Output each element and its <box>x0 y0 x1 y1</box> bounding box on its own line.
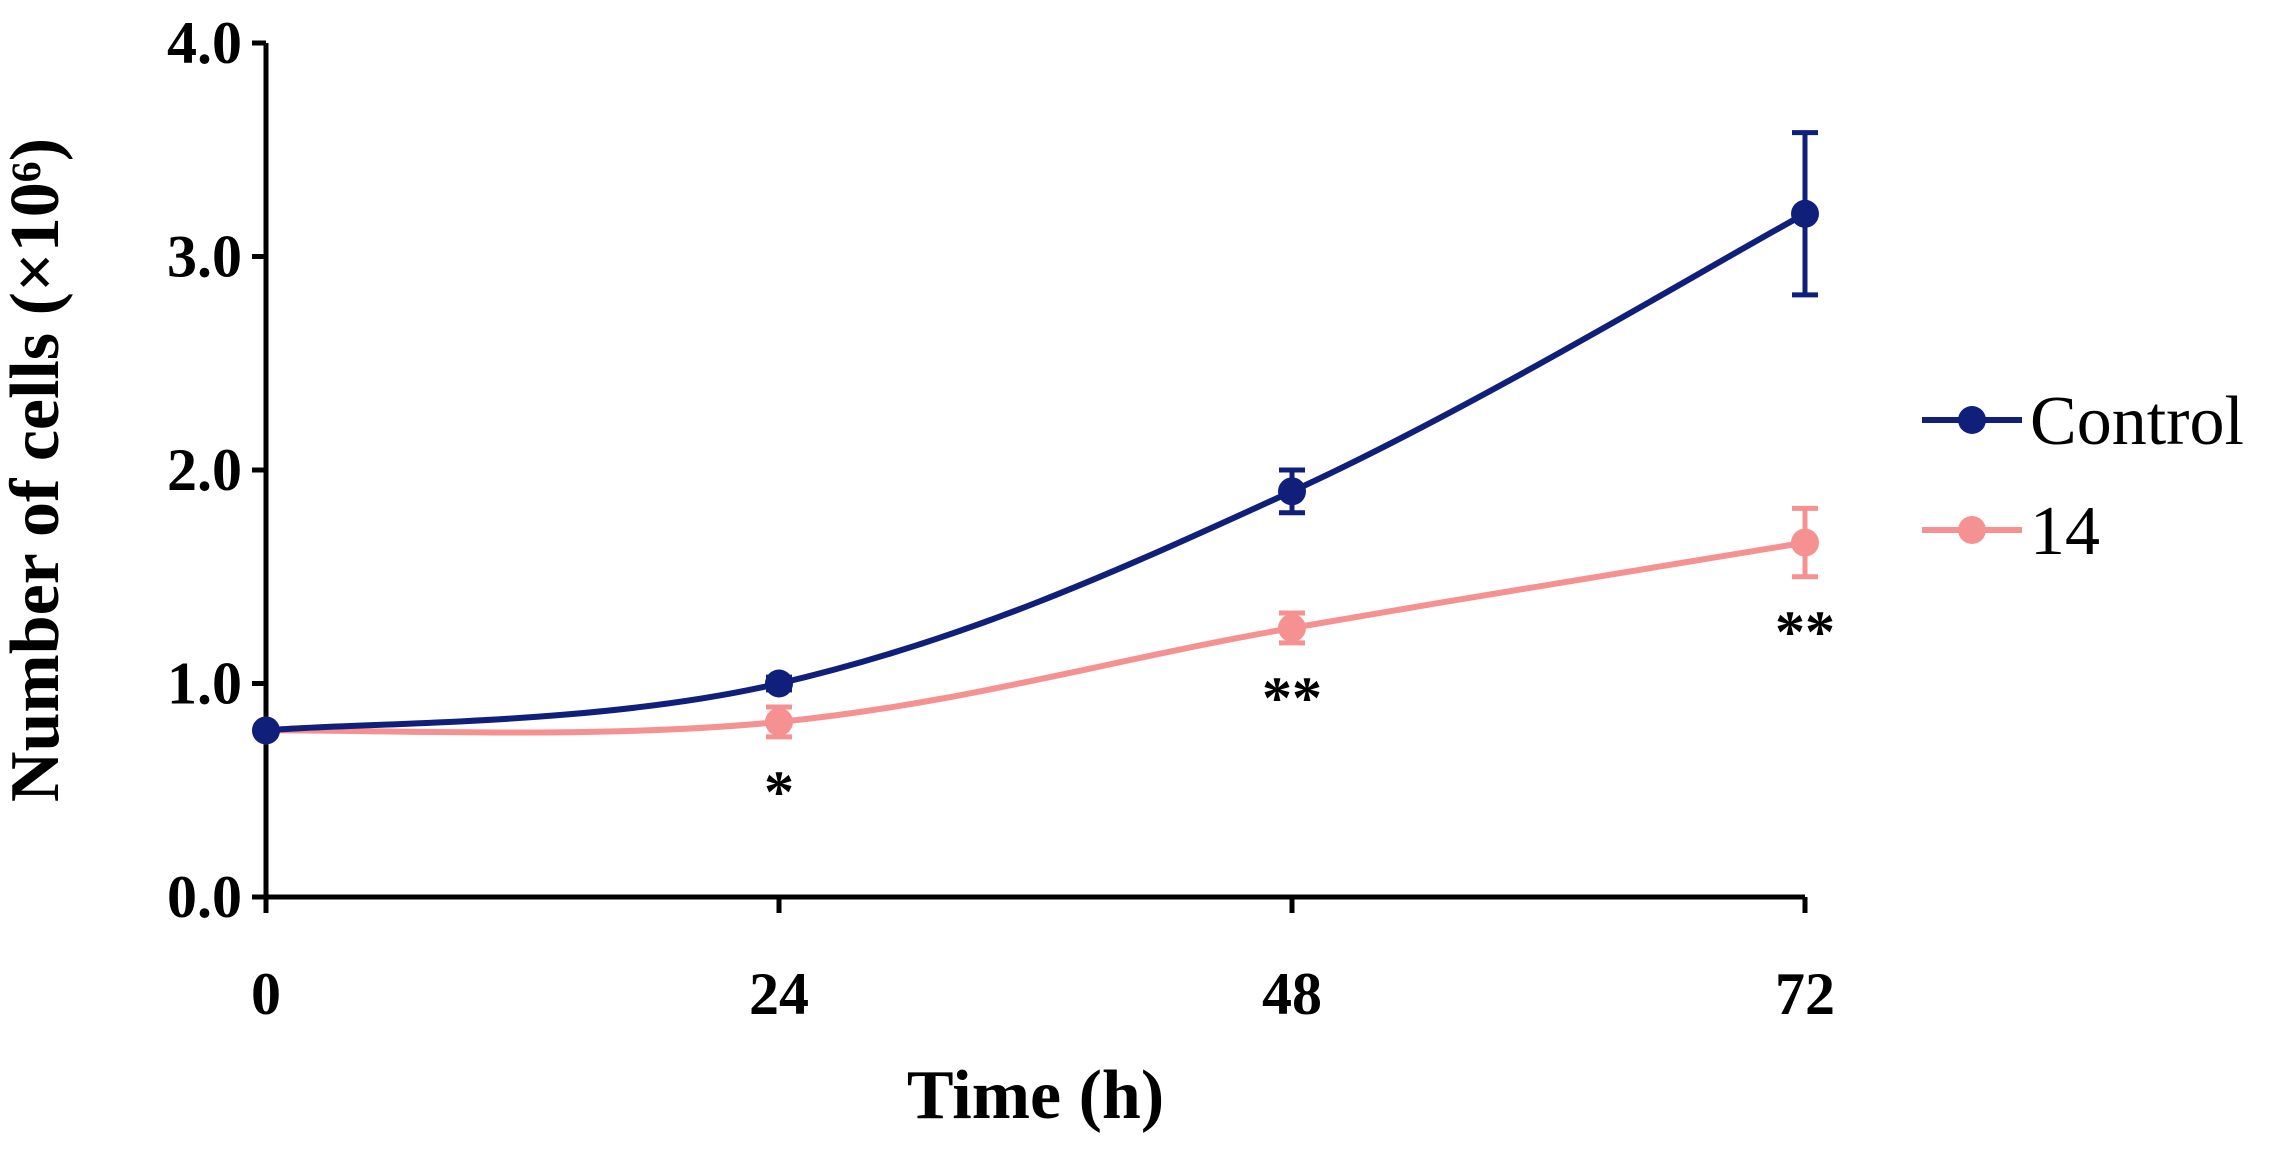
x-tick-label: 72 <box>1775 961 1835 1027</box>
x-axis-title: Time (h) <box>907 1057 1164 1134</box>
significance-marker: * <box>764 759 794 825</box>
y-tick-label: 0.0 <box>167 864 242 930</box>
series-control <box>252 130 1819 745</box>
y-tick-label: 1.0 <box>167 651 242 717</box>
significance-annotations: ***** <box>764 599 1835 825</box>
legend: Control 14 <box>1922 383 2244 570</box>
data-point <box>765 707 793 736</box>
y-axis-title: Number of cells (×10⁶) <box>0 138 74 802</box>
series <box>252 130 1819 745</box>
series-line <box>265 211 1807 734</box>
legend-entry: Control <box>1922 383 2244 460</box>
x-tick-label: 48 <box>1262 961 1322 1027</box>
legend-label: 14 <box>2030 493 2100 570</box>
legend-entry: 14 <box>1922 493 2100 570</box>
x-tick-label: 24 <box>749 961 809 1027</box>
y-ticks: 0.0 1.0 2.0 3.0 4.0 <box>167 10 266 930</box>
x-tick-label: 0 <box>251 961 281 1027</box>
y-tick-label: 2.0 <box>167 437 242 503</box>
data-point <box>252 716 280 745</box>
data-point <box>1278 613 1306 642</box>
axes <box>252 43 1805 900</box>
series-14 <box>252 505 1819 745</box>
data-point <box>1791 528 1819 557</box>
significance-marker: ** <box>1775 599 1835 665</box>
x-ticks: 0 24 48 72 <box>251 897 1835 1027</box>
legend-label: Control <box>2030 383 2244 460</box>
y-tick-label: 3.0 <box>167 224 242 290</box>
legend-marker <box>1958 406 1986 434</box>
data-point <box>765 669 793 698</box>
data-point <box>1791 199 1819 228</box>
legend-marker <box>1958 516 1986 544</box>
series-line <box>265 539 1806 736</box>
data-point <box>1278 477 1306 506</box>
significance-marker: ** <box>1262 665 1322 731</box>
y-tick-label: 4.0 <box>167 10 242 76</box>
